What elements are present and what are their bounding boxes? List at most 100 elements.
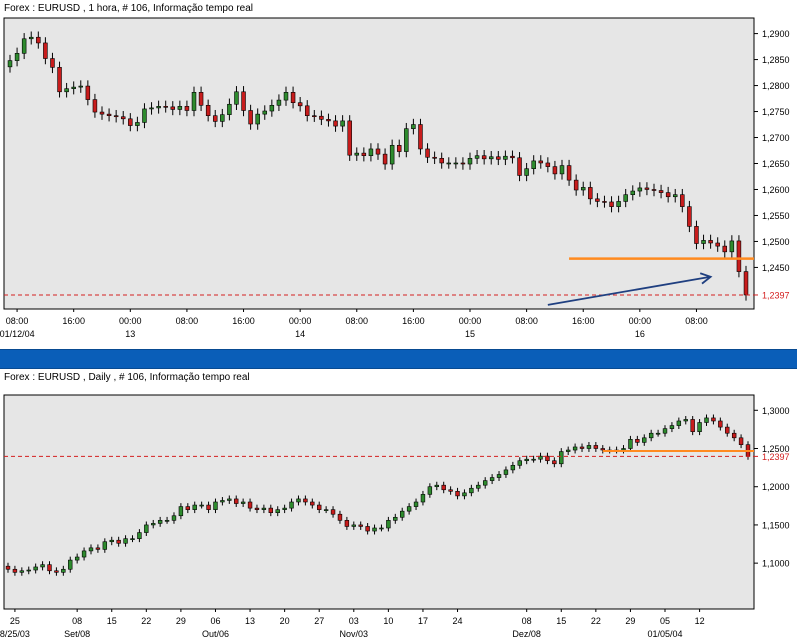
daily-candle: [642, 437, 647, 443]
hourly-candle: [128, 118, 133, 126]
hourly-candle: [531, 160, 536, 169]
daily-candle: [559, 451, 564, 465]
hourly-candle: [78, 85, 84, 88]
hourly-candle: [297, 102, 303, 107]
hourly-candle: [729, 240, 735, 253]
daily-y-tick-label: 1,2000: [762, 482, 790, 492]
daily-y-tick-label: 1,1500: [762, 520, 790, 530]
daily-candle: [351, 524, 356, 527]
hourly-x-tick-label: 00:00: [289, 316, 312, 326]
hourly-candle: [588, 187, 593, 200]
hourly-x-date-label: 14: [295, 329, 305, 339]
hourly-candle: [616, 201, 621, 207]
daily-candle: [157, 520, 163, 524]
daily-candle: [565, 449, 571, 452]
daily-candle: [227, 498, 232, 501]
hourly-candle: [312, 115, 317, 117]
daily-chart-panel[interactable]: Forex : EURUSD , Daily , # 106, Informaç…: [0, 369, 797, 639]
daily-candle: [323, 509, 329, 511]
daily-candle: [711, 417, 716, 422]
daily-candle: [676, 420, 682, 426]
hourly-y-tick-label: 1,2550: [762, 211, 790, 221]
hourly-candle: [92, 99, 98, 113]
daily-x-tick-label: 10: [383, 616, 393, 626]
hourly-chart-panel[interactable]: Forex : EURUSD , 1 hora, # 106, Informaç…: [0, 0, 797, 349]
daily-candle: [88, 547, 94, 552]
daily-candle: [137, 532, 142, 539]
hourly-annotation-arrowhead: [699, 272, 713, 285]
hourly-candle: [382, 153, 388, 165]
daily-candle: [427, 486, 433, 495]
daily-candle: [655, 432, 661, 435]
daily-x-date-label: 8/25/03: [0, 629, 30, 639]
daily-candle: [102, 541, 108, 550]
hourly-candle: [163, 106, 168, 108]
hourly-candle: [439, 158, 444, 164]
panel-splitter[interactable]: [0, 349, 797, 369]
hourly-x-tick-label: 16:00: [62, 316, 85, 326]
daily-x-date-label: Set/08: [64, 629, 90, 639]
hourly-candle: [474, 155, 480, 159]
hourly-annotation-arrow: [547, 275, 711, 306]
daily-candle: [68, 559, 73, 570]
hourly-candle: [50, 58, 55, 68]
daily-candle: [538, 455, 543, 460]
daily-candle: [448, 489, 453, 492]
daily-candle: [54, 570, 59, 573]
daily-candle: [220, 500, 225, 503]
daily-candle: [317, 504, 322, 510]
hourly-candle: [743, 271, 749, 296]
hourly-candle: [220, 114, 225, 122]
hourly-candle: [241, 91, 246, 111]
hourly-candle: [340, 120, 345, 127]
daily-x-tick-label: 20: [280, 616, 290, 626]
hourly-candle: [21, 38, 27, 54]
daily-candle: [489, 477, 495, 481]
daily-x-tick-label: 03: [349, 616, 359, 626]
daily-candle: [393, 516, 398, 521]
hourly-candle: [538, 160, 544, 164]
daily-candle: [372, 527, 377, 532]
daily-candlestick-chart[interactable]: 1,3000 1,2500 1,2000 1,1500 1,1000 25 8/25/03 0…: [0, 369, 797, 639]
daily-x-tick-label: 17: [418, 616, 428, 626]
hourly-candle: [248, 110, 253, 125]
daily-candle: [240, 501, 246, 504]
daily-candle: [74, 556, 80, 561]
daily-candle: [455, 491, 460, 497]
hourly-candle: [545, 162, 551, 167]
daily-candle: [61, 568, 66, 573]
daily-candle: [413, 501, 419, 507]
daily-candle: [254, 507, 260, 510]
daily-candle: [261, 507, 267, 510]
hourly-candle: [467, 158, 473, 165]
daily-candle: [482, 480, 488, 486]
hourly-candle: [368, 148, 374, 157]
hourly-x-tick-label: 00:00: [629, 316, 652, 326]
hourly-candle: [120, 116, 126, 120]
daily-candle: [704, 417, 709, 423]
hourly-candle: [389, 145, 395, 165]
daily-candle: [26, 569, 31, 572]
hourly-candle: [177, 106, 183, 110]
hourly-candle: [106, 113, 112, 116]
hourly-candle: [269, 105, 275, 112]
hourly-candlestick-chart[interactable]: 1,2900 1,2850 1,2800 1,2750 1,2700 1,2650 1,26…: [0, 0, 797, 349]
hourly-x-tick-label: 08:00: [6, 316, 29, 326]
daily-candle: [621, 448, 626, 451]
hourly-candle: [113, 115, 119, 118]
daily-candle: [628, 439, 633, 449]
daily-x-tick-label: 12: [695, 616, 705, 626]
splitter-handle[interactable]: [0, 354, 797, 364]
daily-candle: [40, 564, 45, 568]
daily-y-tick-label: 1,2500: [762, 444, 790, 454]
hourly-candle: [573, 179, 579, 191]
daily-candle: [144, 524, 149, 533]
daily-y-tick-label: 1,3000: [762, 406, 790, 416]
daily-x-tick-label: 22: [141, 616, 151, 626]
hourly-y-tick-label: 1,2700: [762, 133, 790, 143]
daily-x-date-label: Nov/03: [340, 629, 369, 639]
hourly-candle: [170, 106, 176, 110]
hourly-candle: [736, 240, 742, 272]
hourly-candle: [460, 162, 466, 165]
hourly-candle: [156, 106, 161, 109]
